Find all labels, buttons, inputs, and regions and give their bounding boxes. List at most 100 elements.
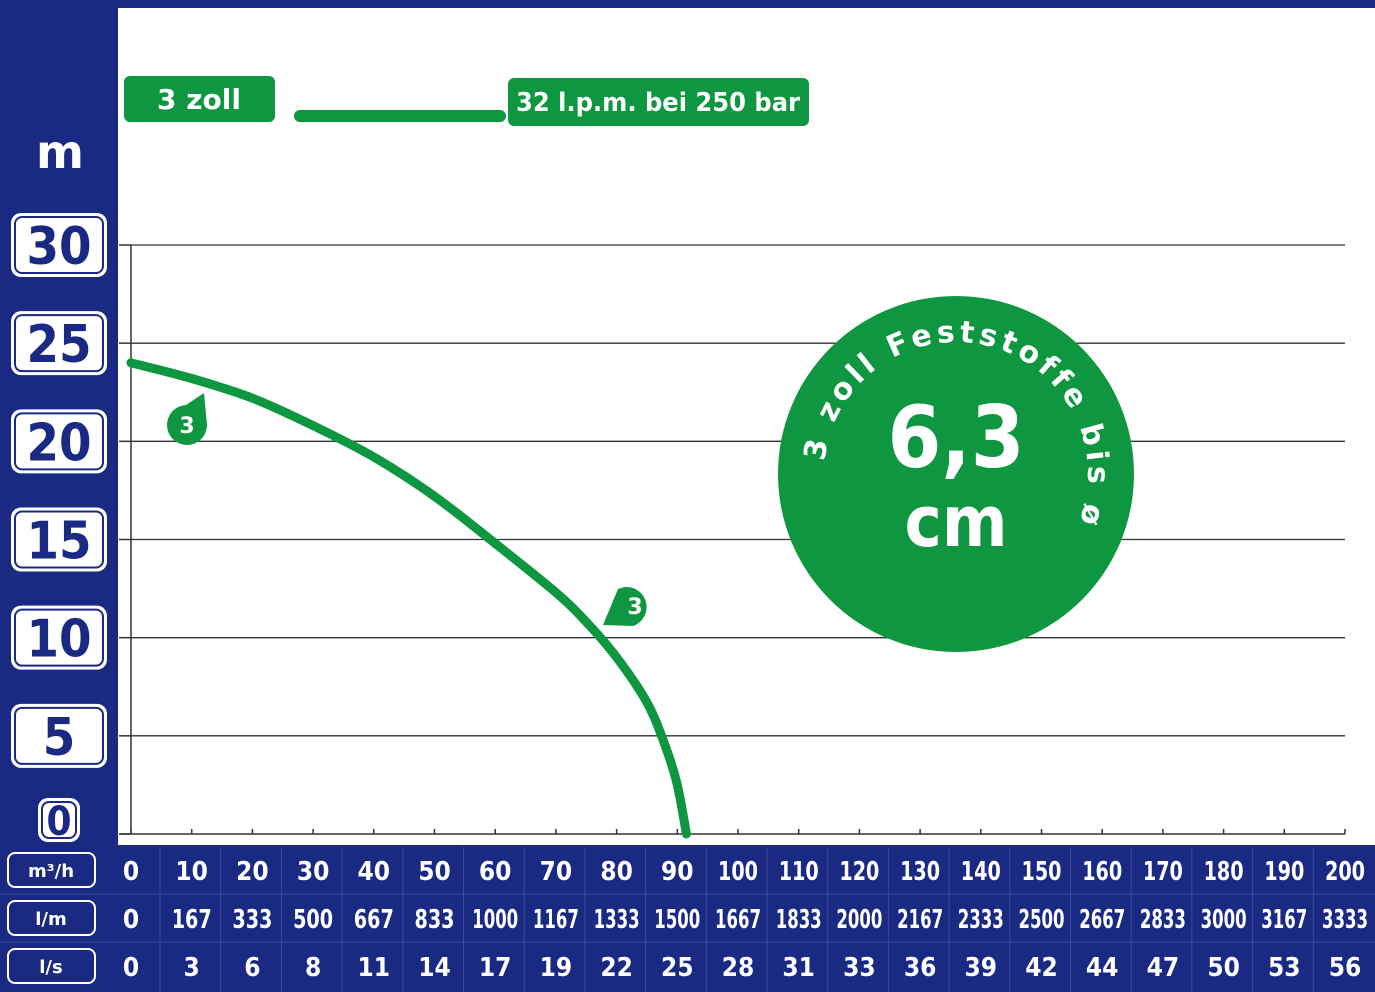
curve-layer (126, 358, 691, 839)
x-row-value: 2667 (1079, 905, 1125, 935)
x-row-value: 30 (297, 857, 330, 887)
x-row-value: 150 (1022, 857, 1062, 887)
x-row-value: 1000 (472, 905, 518, 935)
x-row-value: 0 (123, 857, 139, 887)
x-row-unit-box (7, 900, 96, 936)
x-row-value: 2000 (836, 905, 882, 935)
x-row-value: 2500 (1019, 905, 1065, 935)
x-row-value: 170 (1143, 857, 1183, 887)
x-row-value: 500 (293, 905, 333, 935)
x-row-unit-label: l/s (39, 957, 62, 978)
x-axis-table (0, 845, 1375, 992)
x-row-unit-label: m³/h (28, 861, 74, 882)
x-row-value: 167 (172, 905, 212, 935)
x-row-value: 90 (661, 857, 694, 887)
x-row-value: 1667 (715, 905, 761, 935)
ytick-box-inner-15 (14, 510, 104, 569)
ytick-label-0: 0 (46, 799, 71, 845)
x-row-value: 3000 (1201, 905, 1247, 935)
x-row-value: 1167 (533, 905, 579, 935)
x-row-value: 80 (600, 857, 633, 887)
top-border (0, 0, 1375, 8)
ytick-box-0 (38, 798, 80, 842)
x-row-value: 2167 (897, 905, 943, 935)
ytick-box-20 (11, 409, 107, 474)
x-row-value: 31 (782, 953, 815, 983)
x-row-value: 190 (1264, 857, 1304, 887)
x-row-value: 53 (1268, 953, 1301, 983)
ytick-label-5: 5 (43, 708, 76, 768)
x-row-value: 33 (843, 953, 876, 983)
x-row-value: 0 (123, 905, 139, 935)
x-row-value: 28 (722, 953, 755, 983)
legend-spec-box (508, 78, 809, 126)
x-row-value: 17 (479, 953, 512, 983)
x-row-value: 2833 (1140, 905, 1186, 935)
y-tick-labels: 30 25 20 15 10 5 0 (11, 213, 107, 845)
x-row-value: 3333 (1322, 905, 1368, 935)
x-row-value: 44 (1086, 953, 1119, 983)
ytick-box-30 (11, 213, 107, 277)
x-row-value: 60 (479, 857, 512, 887)
ytick-box-inner-10 (14, 608, 104, 667)
x-row-unit-box (7, 852, 96, 888)
series-marker-2: 3 (603, 587, 647, 626)
x-row-value: 333 (232, 905, 272, 935)
x-row-value: 11 (358, 953, 391, 983)
solids-badge-unit: cm (905, 481, 1008, 563)
x-row-value: 1333 (594, 905, 640, 935)
x-row-value: 180 (1204, 857, 1244, 887)
solids-badge-circle (778, 296, 1134, 652)
marker-2-shape (603, 587, 647, 626)
x-row-value: 56 (1329, 953, 1362, 983)
legend-badge-label: 3 zoll (157, 83, 241, 116)
x-row-value: 36 (904, 953, 937, 983)
legend-badge-box (124, 76, 275, 122)
x-row-value: 110 (779, 857, 819, 887)
ytick-label-20: 20 (26, 413, 91, 473)
marker-2-label: 3 (627, 595, 642, 620)
series-line-3 (126, 358, 691, 839)
x-row-value: 3167 (1261, 905, 1307, 935)
x-row-value: 0 (123, 953, 139, 983)
ytick-box-5 (11, 703, 107, 768)
x-row-value: 42 (1025, 953, 1058, 983)
ytick-box-inner-5 (14, 706, 104, 765)
legend-spec-label: 32 l.p.m. bei 250 bar (516, 88, 800, 118)
series-marker-1: 3 (167, 393, 207, 445)
x-row-value: 40 (358, 857, 391, 887)
x-row-value: 3 (184, 953, 200, 983)
x-row-value: 140 (961, 857, 1001, 887)
x-row-value: 200 (1325, 857, 1365, 887)
x-row-value: 47 (1147, 953, 1180, 983)
ytick-box-inner-20 (14, 412, 104, 471)
solids-badge-value: 6,3 (887, 388, 1024, 488)
x-row-value: 19 (540, 953, 573, 983)
x-row-value: 50 (1207, 953, 1240, 983)
x-row-value: 667 (354, 905, 394, 935)
x-row-value: 120 (839, 857, 879, 887)
x-row-value: 10 (175, 857, 208, 887)
solids-badge: 3 zoll Feststoffe bis ø 6,3 cm (778, 296, 1134, 652)
marker-1-shape (167, 393, 207, 445)
ytick-label-25: 25 (26, 315, 91, 375)
x-axis-rows: m³/h 0 10 20 30 40 50 60 70 80 90 100 110 120 130 140 15… (0, 847, 1375, 992)
grid-lines (119, 244, 1346, 835)
x-row-value: 1833 (776, 905, 822, 935)
x-row-value: 1500 (654, 905, 700, 935)
x-row-unit-label: l/m (35, 909, 67, 930)
x-row-unit-box (7, 948, 96, 984)
ytick-box-15 (11, 507, 107, 572)
marker-1-label: 3 (179, 414, 194, 439)
x-row-value: 130 (900, 857, 940, 887)
ytick-box-inner-0 (41, 801, 77, 839)
x-row-value: 160 (1082, 857, 1122, 887)
x-row-value: 25 (661, 953, 694, 983)
x-row-value: 22 (600, 953, 633, 983)
x-row-value: 50 (418, 857, 451, 887)
y-axis-title: m (36, 125, 84, 179)
ytick-label-15: 15 (26, 512, 91, 572)
ytick-box-inner-25 (14, 314, 104, 373)
ytick-box-10 (11, 605, 107, 670)
